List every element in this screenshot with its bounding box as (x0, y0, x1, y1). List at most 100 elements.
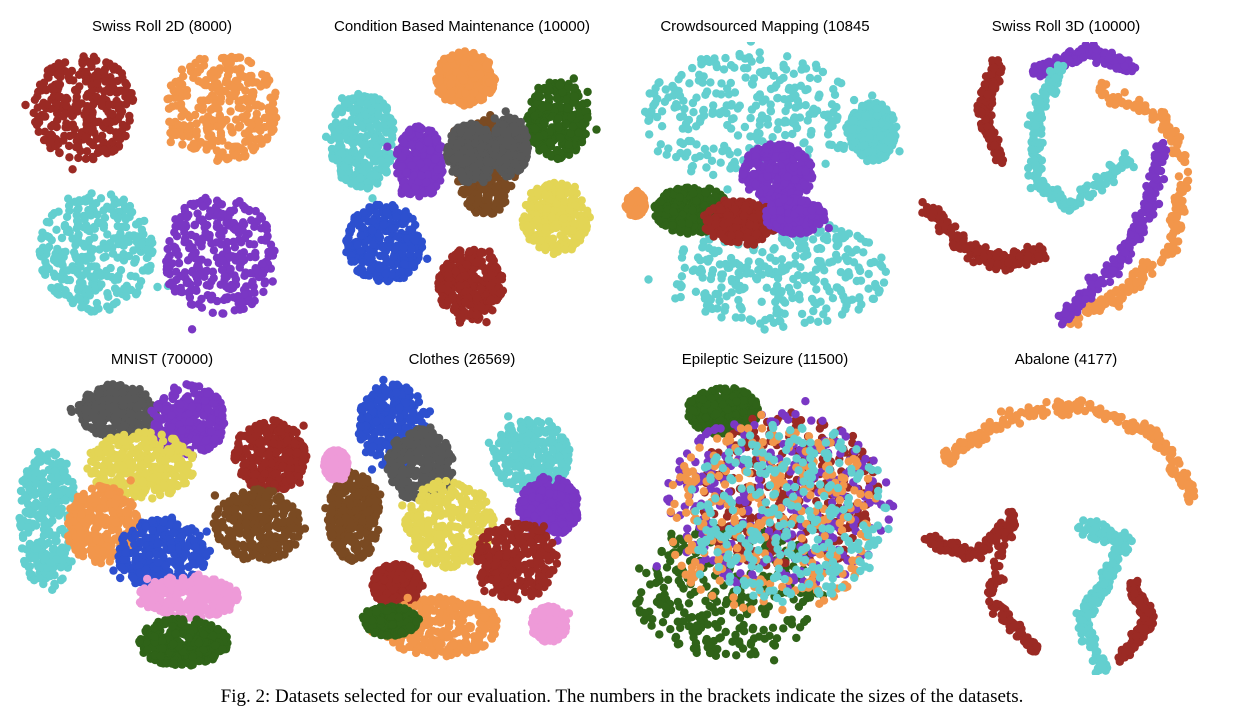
data-point (272, 113, 281, 122)
data-point (114, 271, 123, 280)
data-point (523, 213, 532, 222)
data-point (541, 190, 550, 199)
data-point (776, 288, 786, 297)
data-point (443, 297, 453, 306)
data-point (100, 68, 109, 77)
data-point (99, 145, 109, 154)
data-point (393, 169, 402, 178)
data-point (482, 318, 491, 327)
cluster-cyan (35, 189, 173, 316)
data-point (238, 226, 247, 235)
data-point (733, 148, 742, 157)
data-point (217, 240, 226, 249)
data-point (218, 209, 227, 219)
data-point (733, 131, 743, 140)
data-point (795, 295, 804, 304)
data-point (435, 144, 444, 153)
data-point (404, 127, 413, 136)
data-point (533, 188, 542, 197)
data-point (866, 258, 875, 268)
data-point (869, 294, 879, 304)
data-point (757, 111, 767, 120)
data-point (793, 96, 803, 105)
data-point (856, 276, 866, 285)
data-point (109, 300, 118, 309)
data-point (800, 275, 809, 285)
data-point (534, 92, 544, 101)
data-point (86, 211, 96, 220)
data-point (698, 243, 707, 252)
data-point (166, 137, 175, 147)
data-point (825, 140, 834, 149)
data-point (220, 272, 229, 281)
data-point (861, 237, 870, 247)
data-point (190, 221, 199, 230)
data-point (816, 257, 825, 266)
data-point (729, 114, 738, 123)
data-point (691, 122, 701, 131)
data-point (189, 144, 198, 153)
data-point (408, 225, 417, 234)
data-point (264, 247, 273, 257)
data-point (388, 201, 397, 210)
data-point (355, 173, 365, 183)
data-point (331, 110, 340, 119)
data-point (459, 63, 469, 73)
data-point (811, 60, 821, 69)
data-point (82, 147, 92, 156)
data-point (679, 245, 688, 254)
data-point (21, 100, 30, 110)
data-point (716, 158, 725, 167)
data-point (561, 95, 571, 104)
data-point (90, 273, 99, 282)
data-point (653, 147, 663, 156)
data-point (683, 148, 692, 157)
data-point (566, 113, 576, 122)
data-point (758, 248, 767, 257)
data-point (57, 275, 66, 284)
data-point (709, 144, 718, 153)
data-point (262, 71, 271, 81)
data-point (225, 66, 235, 75)
data-point (674, 75, 683, 84)
data-point (820, 277, 829, 287)
data-point (471, 208, 481, 217)
data-point (470, 139, 480, 148)
data-point (172, 130, 181, 140)
data-point (397, 162, 406, 171)
data-point (86, 244, 95, 253)
data-point (569, 185, 578, 195)
data-point (198, 202, 208, 211)
data-point (656, 140, 665, 149)
data-point (472, 62, 481, 71)
data-point (177, 112, 186, 121)
data-point (231, 115, 241, 124)
data-point (415, 130, 424, 139)
cluster-orange (163, 52, 281, 165)
data-point (812, 285, 821, 294)
data-point (60, 220, 70, 230)
data-point (481, 133, 490, 143)
data-point (182, 91, 192, 100)
data-point (717, 79, 726, 88)
data-point (457, 167, 466, 177)
data-point (232, 224, 241, 234)
data-point (62, 119, 71, 128)
data-point (234, 103, 243, 112)
data-point (709, 101, 718, 110)
data-point (225, 96, 234, 106)
data-point (471, 173, 481, 182)
data-point (777, 255, 787, 264)
data-point (375, 95, 384, 104)
data-point (415, 141, 424, 151)
data-point (523, 221, 532, 231)
data-point (214, 104, 223, 114)
data-point (539, 144, 549, 154)
data-point (696, 55, 706, 64)
data-point (677, 272, 687, 281)
data-point (218, 256, 227, 265)
data-point (801, 64, 811, 73)
data-point (93, 71, 103, 80)
data-point (751, 273, 761, 283)
data-point (657, 122, 667, 131)
